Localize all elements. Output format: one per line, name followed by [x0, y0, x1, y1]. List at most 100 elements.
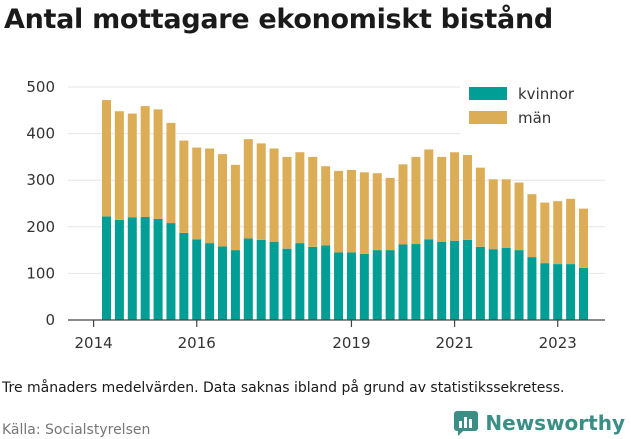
- bar-kvinnor-2016-Q1: [192, 239, 202, 320]
- bar-män-2019-Q3: [372, 173, 382, 251]
- y-tick-label: 100: [26, 264, 55, 282]
- chart-title: Antal mottagare ekonomiskt bistånd: [4, 4, 553, 35]
- bar-kvinnor-2022-Q1: [501, 247, 511, 320]
- bar-män-2019-Q1: [346, 169, 356, 253]
- bar-män-2021-Q2: [462, 155, 472, 240]
- bar-män-2018-Q2: [308, 156, 318, 247]
- stacked-bar-chart: 0 100 200 300 400 500 2014 2016 2019 2021 2023 kv…: [26, 78, 608, 352]
- bar-kvinnor-2017-Q4: [282, 248, 292, 320]
- bar-kvinnor-2014-Q4: [127, 217, 137, 320]
- bar-kvinnor-2018-Q2: [308, 246, 318, 320]
- source-label: Källa: Socialstyrelsen: [2, 422, 151, 438]
- bar-män-2021-Q4: [488, 179, 498, 250]
- bar-män-2020-Q1: [398, 164, 408, 245]
- x-tick-label: 2021: [435, 334, 473, 352]
- bar-kvinnor-2016-Q3: [218, 246, 228, 320]
- bar-kvinnor-2023-Q1: [553, 264, 563, 320]
- bar-män-2020-Q2: [411, 156, 421, 245]
- bar-kvinnor-2015-Q1: [140, 217, 150, 320]
- bars: [102, 100, 588, 320]
- bar-kvinnor-2016-Q4: [230, 250, 240, 320]
- bar-män-2016-Q1: [192, 147, 202, 240]
- legend: kvinnor män: [460, 80, 608, 138]
- bar-män-2014-Q2: [102, 100, 111, 217]
- brand-name: Newsworthy: [485, 411, 625, 435]
- bar-kvinnor-2022-Q4: [540, 263, 550, 320]
- bar-kvinnor-2019-Q2: [359, 253, 369, 320]
- bar-män-2023-Q3: [579, 208, 588, 268]
- bar-män-2017-Q3: [269, 148, 279, 242]
- legend-swatch-kvinnor: [469, 87, 507, 100]
- bar-män-2018-Q4: [334, 170, 344, 253]
- bar-män-2023-Q2: [566, 198, 576, 265]
- bar-män-2014-Q4: [127, 113, 137, 218]
- bar-kvinnor-2016-Q2: [205, 243, 215, 320]
- bar-män-2020-Q4: [437, 156, 447, 242]
- bar-kvinnor-2021-Q1: [450, 240, 460, 320]
- bar-män-2017-Q1: [243, 139, 253, 239]
- bar-kvinnor-2021-Q2: [462, 239, 472, 320]
- bar-män-2019-Q4: [385, 177, 395, 251]
- bar-kvinnor-2019-Q3: [372, 250, 382, 320]
- bar-kvinnor-2017-Q3: [269, 241, 279, 320]
- bar-kvinnor-2014-Q3: [114, 219, 124, 320]
- bar-kvinnor-2015-Q4: [179, 232, 189, 320]
- bar-män-2022-Q1: [501, 179, 511, 248]
- y-tick-label: 200: [26, 218, 55, 236]
- bar-kvinnor-2018-Q4: [334, 252, 344, 320]
- bar-män-2015-Q4: [179, 140, 189, 233]
- bar-män-2021-Q3: [475, 167, 485, 247]
- bar-kvinnor-2023-Q2: [566, 264, 576, 320]
- bar-kvinnor-2018-Q1: [295, 243, 305, 320]
- bar-män-2017-Q4: [282, 156, 292, 249]
- bar-kvinnor-2015-Q2: [153, 218, 163, 320]
- y-tick-label: 500: [26, 78, 55, 96]
- bar-kvinnor-2022-Q2: [514, 250, 524, 320]
- bar-kvinnor-2015-Q3: [166, 223, 176, 320]
- bar-kvinnor-2019-Q4: [385, 250, 395, 320]
- x-tick-label: 2014: [75, 334, 113, 352]
- x-axis: 2014 2016 2019 2021 2023: [75, 320, 577, 352]
- bar-män-2015-Q3: [166, 122, 176, 224]
- bar-män-2021-Q1: [450, 152, 460, 241]
- legend-swatch-män: [469, 111, 507, 124]
- bar-kvinnor-2017-Q1: [243, 238, 253, 320]
- footnote: Tre månaders medelvärden. Data saknas ib…: [2, 380, 565, 396]
- newsworthy-chart-logo-icon: [454, 411, 479, 436]
- legend-label-män: män: [518, 109, 551, 127]
- bar-kvinnor-2023-Q3: [579, 267, 588, 320]
- bar-män-2020-Q3: [424, 149, 434, 240]
- bar-kvinnor-2020-Q3: [424, 239, 434, 320]
- bar-kvinnor-2020-Q1: [398, 244, 408, 320]
- x-tick-label: 2019: [332, 334, 370, 352]
- legend-label-kvinnor: kvinnor: [518, 85, 575, 103]
- bar-män-2015-Q2: [153, 109, 163, 219]
- bar-män-2016-Q2: [205, 148, 215, 244]
- bar-män-2016-Q4: [230, 164, 240, 251]
- bar-kvinnor-2017-Q2: [256, 239, 266, 320]
- bar-kvinnor-2021-Q3: [475, 246, 485, 320]
- bar-män-2017-Q2: [256, 143, 266, 240]
- bar-män-2022-Q2: [514, 182, 524, 251]
- bar-män-2022-Q3: [527, 194, 537, 258]
- bar-män-2023-Q1: [553, 201, 563, 265]
- x-tick-label: 2016: [178, 334, 216, 352]
- y-axis: 0 100 200 300 400 500: [26, 78, 55, 329]
- bar-män-2014-Q3: [114, 111, 124, 220]
- bar-kvinnor-2022-Q3: [527, 257, 537, 320]
- bar-kvinnor-2018-Q3: [321, 245, 331, 320]
- bar-kvinnor-2020-Q4: [437, 241, 447, 320]
- bar-kvinnor-2020-Q2: [411, 244, 421, 320]
- y-tick-label: 400: [26, 125, 55, 143]
- x-tick-label: 2023: [539, 334, 577, 352]
- bar-män-2015-Q1: [140, 106, 150, 218]
- bar-män-2019-Q2: [359, 172, 369, 254]
- bar-kvinnor-2021-Q4: [488, 249, 498, 320]
- bar-män-2018-Q1: [295, 152, 305, 244]
- y-tick-label: 0: [45, 311, 55, 329]
- bar-kvinnor-2014-Q2: [102, 216, 111, 320]
- bar-män-2022-Q4: [540, 202, 550, 264]
- brand-logo: Newsworthy: [453, 410, 625, 436]
- y-tick-label: 300: [26, 171, 55, 189]
- bar-män-2016-Q3: [218, 154, 228, 247]
